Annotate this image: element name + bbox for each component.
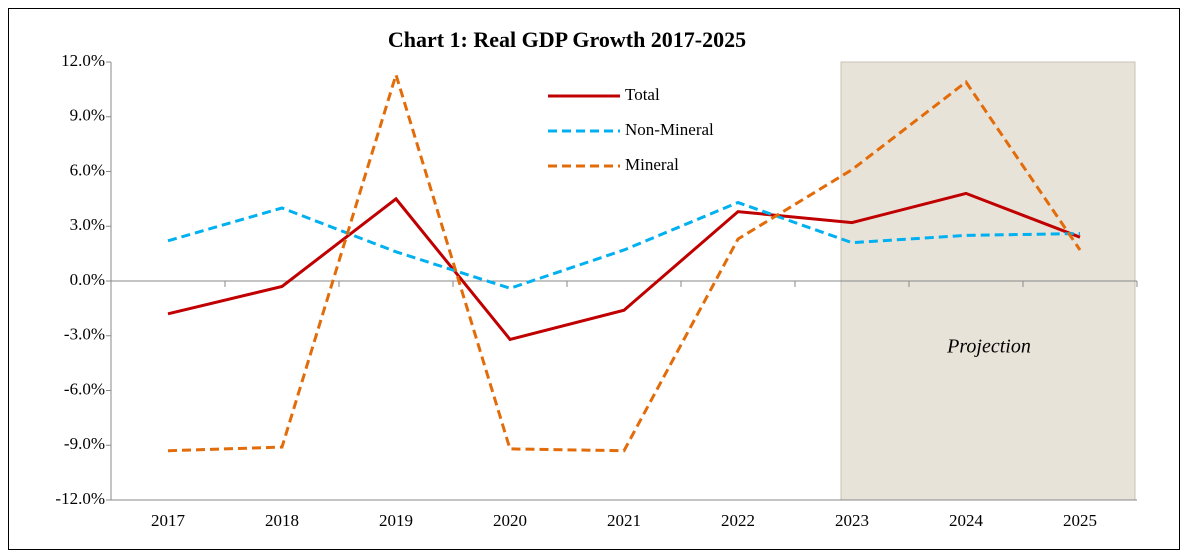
y-tick-label: 12.0% — [61, 51, 105, 70]
projection-label: Projection — [946, 336, 1031, 358]
y-tick-label: 3.0% — [70, 215, 105, 234]
y-tick-label: 9.0% — [70, 106, 105, 125]
x-tick-label: 2023 — [835, 511, 869, 530]
y-tick-label: -12.0% — [55, 489, 105, 508]
x-tick-label: 2018 — [265, 511, 299, 530]
x-tick-label: 2021 — [607, 511, 641, 530]
x-tick-label: 2022 — [721, 511, 755, 530]
y-tick-label: 0.0% — [70, 270, 105, 289]
x-tick-label: 2020 — [493, 511, 527, 530]
y-tick-label: -3.0% — [64, 325, 105, 344]
series-line — [167, 200, 1081, 290]
x-tick-label: 2017 — [151, 511, 186, 530]
series-line — [167, 69, 1082, 453]
x-tick-label: 2025 — [1063, 511, 1097, 530]
x-tick-label: 2019 — [379, 511, 413, 530]
legend-label: Non-Mineral — [625, 120, 714, 139]
legend-label: Total — [625, 85, 660, 104]
y-tick-label: -6.0% — [64, 379, 105, 398]
x-tick-label: 2024 — [949, 511, 984, 530]
y-tick-label: -9.0% — [64, 434, 105, 453]
series-line — [167, 191, 1081, 342]
chart-title: Chart 1: Real GDP Growth 2017-2025 — [388, 27, 746, 52]
y-tick-label: 6.0% — [70, 160, 105, 179]
legend-label: Mineral — [625, 155, 679, 174]
